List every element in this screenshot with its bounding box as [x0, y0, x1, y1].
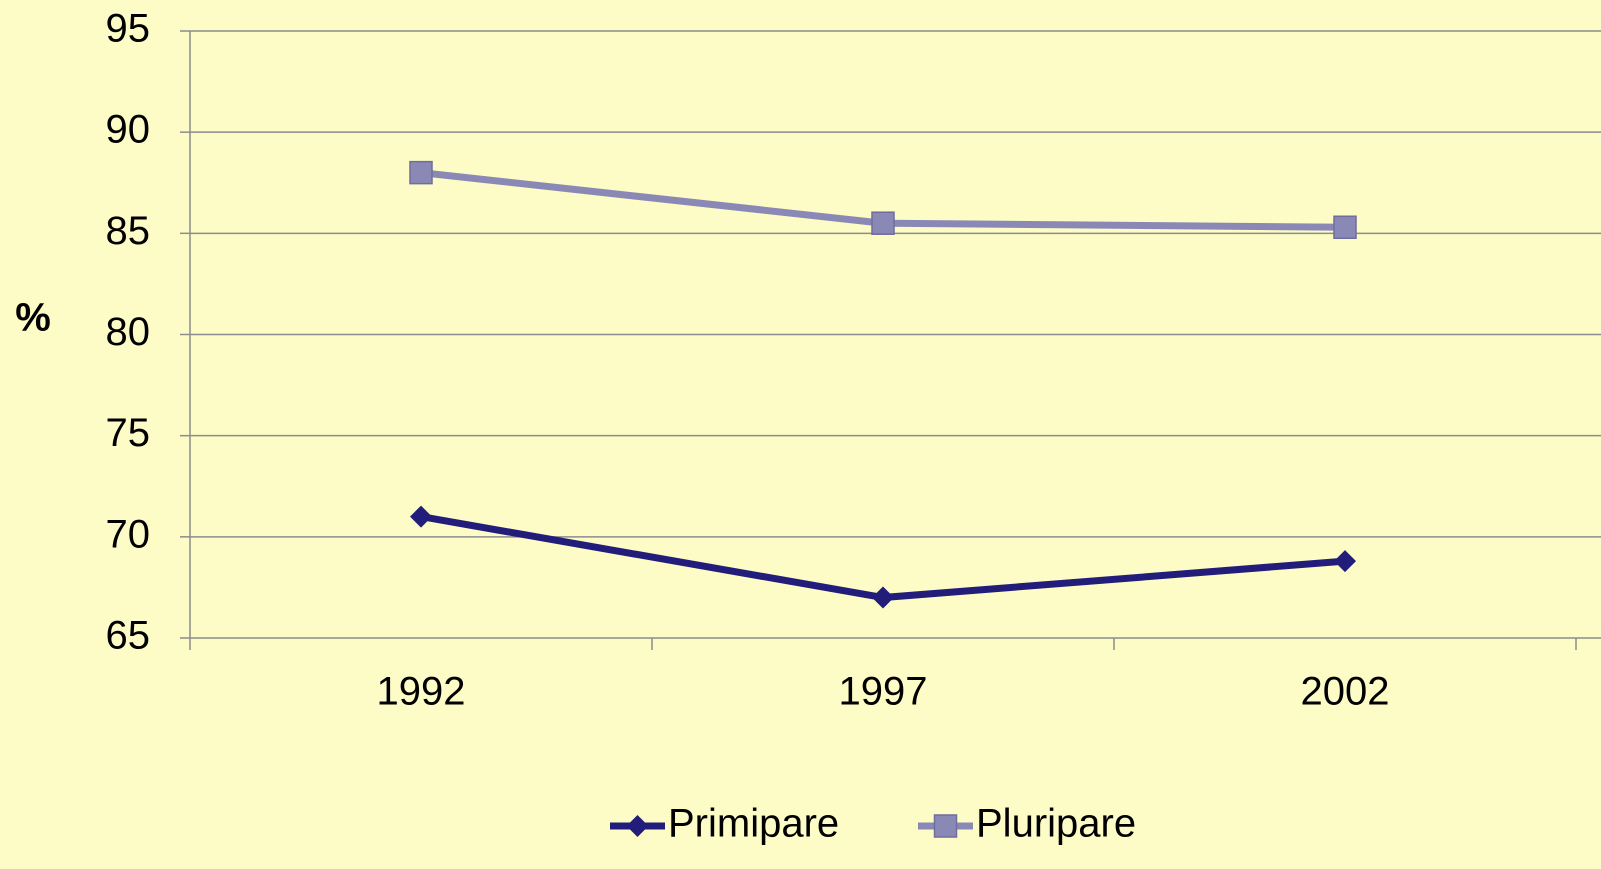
- y-tick-label: 95: [106, 7, 151, 51]
- legend-label: Primipare: [668, 802, 839, 846]
- marker: [1333, 215, 1357, 240]
- y-tick-label: 65: [106, 614, 151, 658]
- marker: [409, 160, 433, 185]
- x-tick-label: 1992: [377, 670, 466, 714]
- y-tick-label: 85: [106, 209, 151, 253]
- y-tick-label: 80: [106, 310, 151, 354]
- x-tick-label: 2002: [1301, 670, 1390, 714]
- marker: [410, 505, 432, 528]
- marker: [871, 211, 895, 235]
- y-tick-label: 70: [106, 512, 151, 556]
- marker: [872, 586, 894, 609]
- y-tick-label: 75: [106, 411, 151, 455]
- x-tick-label: 1997: [839, 670, 928, 714]
- y-axis-label: %: [15, 296, 51, 340]
- marker: [1334, 550, 1356, 573]
- legend-label: Pluripare: [976, 802, 1136, 846]
- legend-marker: [933, 814, 958, 838]
- legend-marker: [626, 815, 649, 837]
- y-tick-label: 90: [106, 108, 151, 152]
